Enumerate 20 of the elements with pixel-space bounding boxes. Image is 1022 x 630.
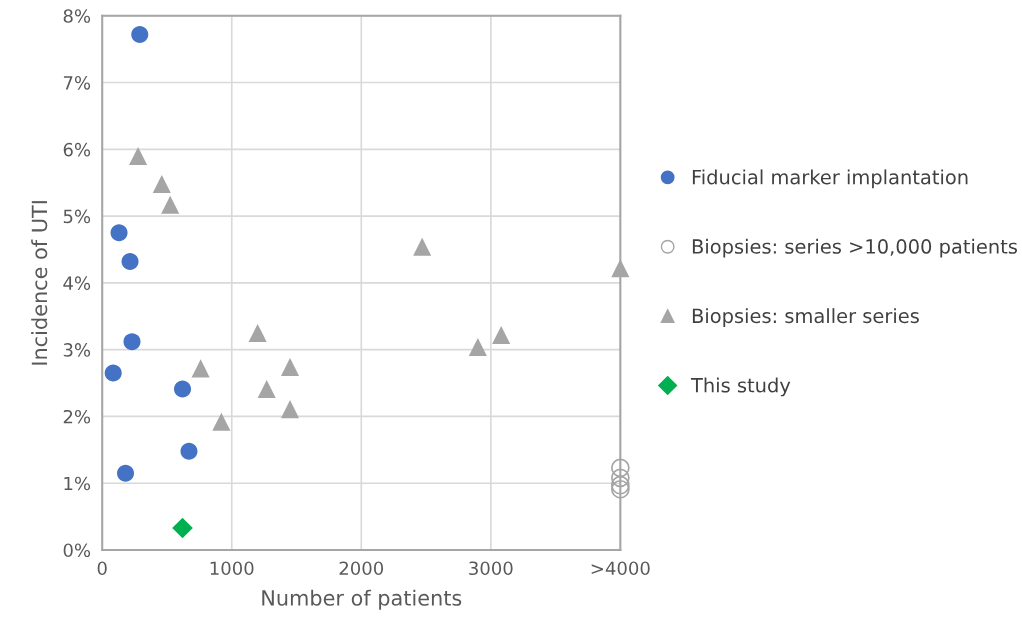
x-tick-label: >4000 (591, 561, 650, 576)
y-tick-label: 5% (63, 209, 91, 224)
legend-label: This study (690, 377, 791, 397)
legend-label: Fiducial marker implantation (692, 169, 968, 189)
y-axis-title: Incidence of UTI (31, 201, 48, 365)
y-tick-label: 2% (63, 409, 91, 424)
y-tick-label: 1% (64, 476, 91, 491)
x-tick-label: 2000 (339, 561, 384, 576)
y-tick-label: 3% (63, 343, 91, 357)
y-tick-label: 4% (63, 276, 91, 290)
x-tick-label: 3000 (469, 561, 513, 576)
x-tick-label: 0 (97, 561, 107, 576)
y-tick-label: 8% (63, 9, 91, 23)
y-tick-label: 0% (63, 543, 91, 558)
x-axis-title: Number of patients (262, 589, 462, 610)
x-tick-label: 1000 (210, 561, 254, 576)
legend-label: Biopsies: smaller series (692, 308, 919, 327)
y-tick-label: 7% (63, 75, 91, 90)
legend-label: Biopsies: series >10,000 patients (692, 238, 1017, 258)
y-tick-label: 6% (63, 142, 91, 157)
